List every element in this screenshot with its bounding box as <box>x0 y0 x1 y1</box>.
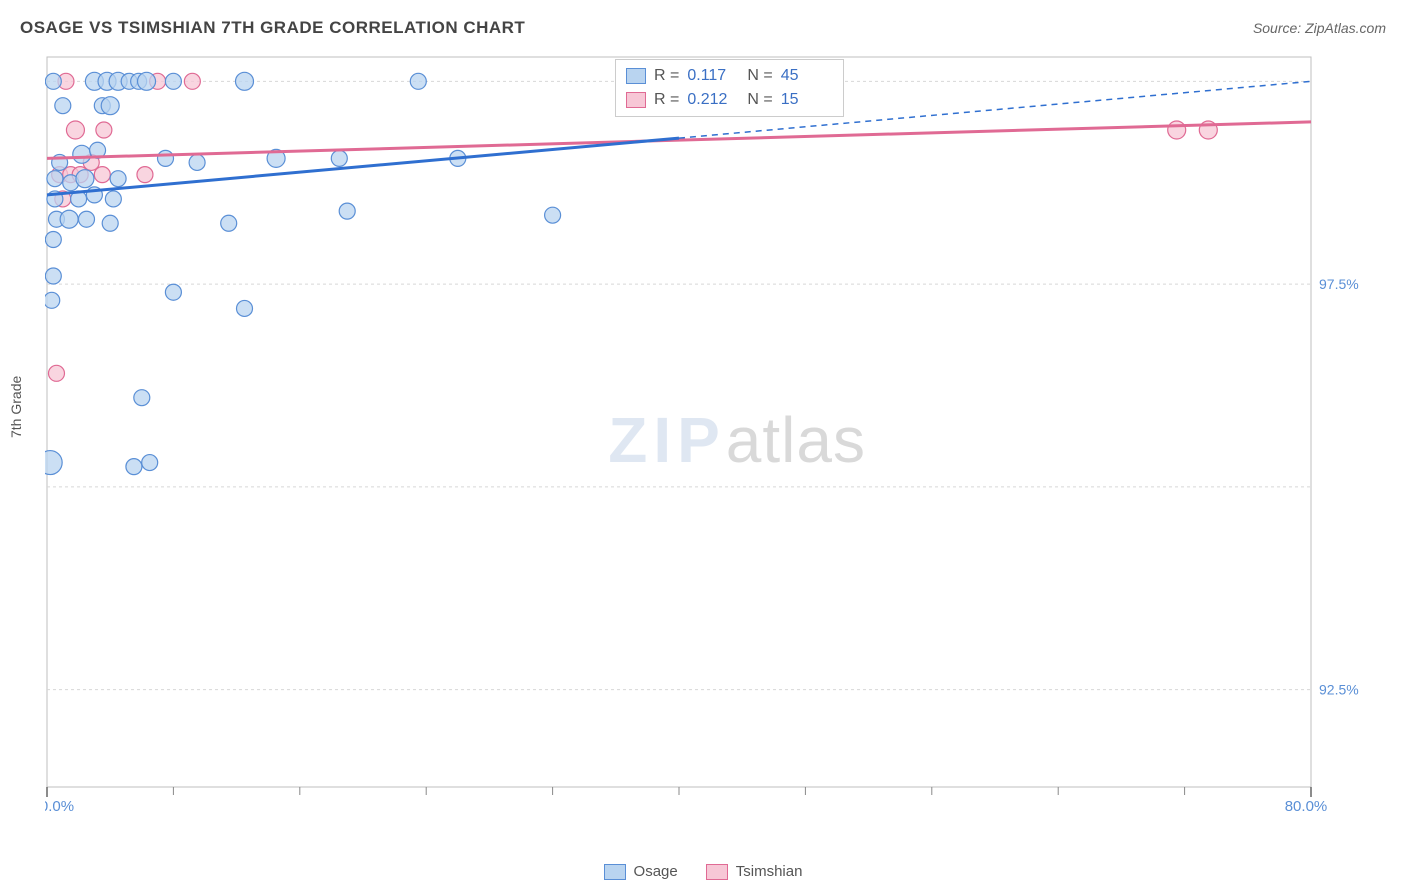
stats-row-osage: R = 0.117 N = 45 <box>626 64 833 88</box>
osage-point <box>45 73 61 89</box>
osage-point <box>236 72 254 90</box>
r-value: 0.212 <box>687 91 739 109</box>
tsimshian-point <box>137 167 153 183</box>
r-label: R = <box>654 91 679 109</box>
x-tick-label: 80.0% <box>1285 798 1328 815</box>
chart-area: 92.5%97.5%0.0%80.0% ZIPatlas R =0.117N =… <box>45 55 1386 815</box>
tsimshian-point <box>1168 121 1186 139</box>
r-label: R = <box>654 67 679 85</box>
n-label: N = <box>747 91 772 109</box>
y-tick-label: 97.5% <box>1319 276 1359 292</box>
scatter-plot: 92.5% 97.5% 0.0% 80.0% <box>45 55 1386 815</box>
osage-point <box>142 455 158 471</box>
osage-swatch <box>626 68 646 84</box>
header: OSAGE VS TSIMSHIAN 7TH GRADE CORRELATION… <box>20 18 1386 38</box>
osage-point <box>73 145 91 163</box>
osage-point <box>102 215 118 231</box>
tsimshian-point <box>184 73 200 89</box>
tsimshian-swatch <box>626 92 646 108</box>
tsimshian-point <box>66 121 84 139</box>
osage-point <box>165 284 181 300</box>
tsimshian-point <box>48 365 64 381</box>
osage-swatch <box>604 864 626 880</box>
legend-item-osage: Osage <box>604 863 678 880</box>
osage-point <box>45 232 61 248</box>
chart-title: OSAGE VS TSIMSHIAN 7TH GRADE CORRELATION… <box>20 18 525 38</box>
legend-label: Osage <box>634 863 678 880</box>
osage-point <box>110 171 126 187</box>
legend-label: Tsimshian <box>736 863 803 880</box>
legend: Osage Tsimshian <box>0 863 1406 880</box>
r-value: 0.117 <box>687 67 739 85</box>
osage-point <box>339 203 355 219</box>
osage-point <box>189 154 205 170</box>
osage-point <box>134 390 150 406</box>
osage-point <box>126 459 142 475</box>
x-tick-label: 0.0% <box>45 798 74 815</box>
page: OSAGE VS TSIMSHIAN 7TH GRADE CORRELATION… <box>0 0 1406 892</box>
osage-point <box>60 210 78 228</box>
tsimshian-point <box>94 167 110 183</box>
osage-point <box>545 207 561 223</box>
tsimshian-point <box>96 122 112 138</box>
tsimshian-swatch <box>706 864 728 880</box>
osage-point <box>138 72 156 90</box>
osage-point <box>221 215 237 231</box>
osage-point <box>105 191 121 207</box>
osage-point <box>45 268 61 284</box>
source-prefix: Source: <box>1253 20 1305 36</box>
osage-point <box>101 97 119 115</box>
osage-point <box>158 150 174 166</box>
osage-point <box>79 211 95 227</box>
osage-point <box>45 292 60 308</box>
osage-point <box>237 300 253 316</box>
n-label: N = <box>747 67 772 85</box>
stats-row-tsimshian: R = 0.212 N = 15 <box>626 88 833 112</box>
osage-point <box>47 171 63 187</box>
source-name: ZipAtlas.com <box>1305 20 1386 36</box>
plot-border <box>47 57 1311 787</box>
stats-box: R = 0.117 N = 45 R = 0.212 N = 15 <box>615 59 844 117</box>
y-tick-label: 92.5% <box>1319 682 1359 698</box>
osage-point <box>331 150 347 166</box>
osage-point <box>410 73 426 89</box>
osage-point <box>165 73 181 89</box>
y-axis-title: 7th Grade <box>8 376 24 438</box>
legend-item-tsimshian: Tsimshian <box>706 863 803 880</box>
n-value: 45 <box>781 67 833 85</box>
source-attribution: Source: ZipAtlas.com <box>1253 20 1386 36</box>
osage-point <box>55 98 71 114</box>
n-value: 15 <box>781 91 833 109</box>
osage-point <box>76 170 94 188</box>
